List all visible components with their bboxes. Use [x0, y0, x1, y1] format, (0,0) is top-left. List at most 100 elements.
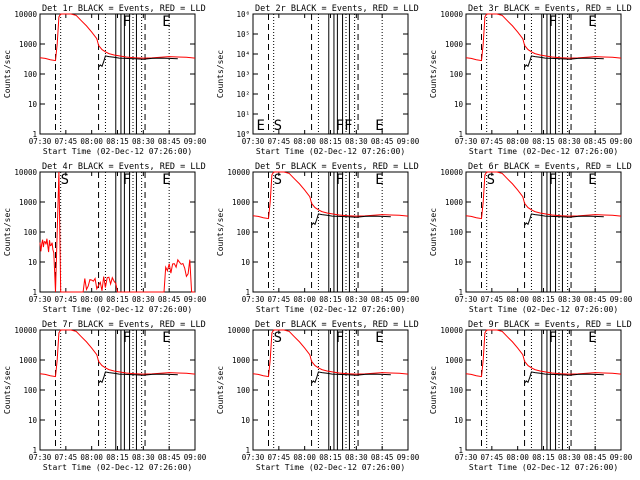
- event-marker: E: [588, 330, 596, 346]
- panel-title: Det 8r BLACK = Events, RED = LLD: [255, 320, 419, 330]
- x-tick-label: 08:45: [584, 453, 607, 462]
- plot-frame: [39, 171, 196, 293]
- series-events-line: [98, 55, 178, 68]
- x-tick-label: 08:30: [345, 137, 368, 146]
- event-marker: F: [336, 330, 344, 346]
- y-axis-label: Counts/sec: [429, 366, 438, 414]
- event-marker: F: [549, 330, 557, 346]
- panel-title: Det 5r BLACK = Events, RED = LLD: [255, 162, 419, 172]
- y-tick-label: 10: [454, 100, 464, 109]
- x-tick-label: 08:45: [158, 137, 181, 146]
- event-marker: E: [162, 172, 170, 188]
- y-tick-label: 1000: [19, 40, 38, 49]
- panel-2: Det 2r BLACK = Events, RED = LLD Counts/s…: [216, 4, 420, 156]
- series-lld-line: [252, 329, 409, 378]
- event-marker: E: [588, 172, 596, 188]
- y-tick-label: 1: [245, 288, 250, 297]
- x-tick-label: 08:00: [293, 137, 316, 146]
- x-tick-label: 08:00: [506, 453, 529, 462]
- series-events-line: [311, 371, 391, 384]
- y-tick-label: 10: [28, 416, 38, 425]
- panel-title: Det 6r BLACK = Events, RED = LLD: [468, 162, 632, 172]
- x-tick-label: 07:30: [455, 137, 478, 146]
- series-lld-line: [465, 329, 622, 378]
- x-tick-label: 08:45: [371, 453, 394, 462]
- plot-frame: [39, 13, 196, 135]
- x-tick-label: 07:45: [481, 137, 504, 146]
- plot-frame: [465, 171, 622, 293]
- panel-title: Det 2r BLACK = Events, RED = LLD: [255, 4, 419, 14]
- x-tick-label: 08:15: [319, 453, 342, 462]
- y-tick-label: 10: [28, 100, 38, 109]
- y-tick-label: 1: [32, 130, 37, 139]
- y-tick-label: 10000: [14, 10, 37, 19]
- plot-frame: [252, 329, 409, 451]
- x-tick-label: 08:15: [106, 453, 129, 462]
- y-axis-label: Counts/sec: [216, 366, 225, 414]
- event-marker: E: [162, 330, 170, 346]
- panel-4: Det 4r BLACK = Events, RED = LLD Counts/s…: [3, 162, 207, 314]
- plot-frame: [465, 329, 622, 451]
- event-marker: E: [375, 172, 383, 188]
- panel-7: Det 7r BLACK = Events, RED = LLD Counts/s…: [3, 320, 207, 472]
- x-tick-label: 08:30: [558, 137, 581, 146]
- x-axis-label: Start Time (02-Dec-12 07:26:00): [469, 305, 618, 314]
- event-marker: E: [256, 118, 264, 134]
- y-tick-label: 100: [23, 386, 37, 395]
- x-tick-label: 08:45: [584, 295, 607, 304]
- x-axis-label: Start Time (02-Dec-12 07:26:00): [43, 463, 192, 472]
- y-tick-label: 100: [23, 70, 37, 79]
- x-tick-label: 08:00: [293, 453, 316, 462]
- x-tick-label: 07:45: [268, 453, 291, 462]
- event-marker: F: [123, 172, 131, 188]
- x-tick-label: 09:00: [184, 453, 207, 462]
- panel-title: Det 3r BLACK = Events, RED = LLD: [468, 4, 632, 14]
- panel-title: Det 7r BLACK = Events, RED = LLD: [42, 320, 206, 330]
- x-tick-label: 07:45: [481, 453, 504, 462]
- x-tick-label: 08:45: [371, 295, 394, 304]
- x-tick-label: 07:30: [29, 453, 52, 462]
- x-tick-label: 08:30: [345, 453, 368, 462]
- x-tick-label: 07:30: [242, 295, 265, 304]
- y-tick-label: 1000: [445, 40, 464, 49]
- series-lld-line: [39, 171, 195, 293]
- x-tick-label: 09:00: [610, 453, 633, 462]
- panel-title: Det 9r BLACK = Events, RED = LLD: [468, 320, 632, 330]
- x-tick-label: 08:30: [558, 453, 581, 462]
- y-tick-label: 10000: [14, 168, 37, 177]
- event-marker: FF: [336, 118, 353, 134]
- plot-frame: [465, 13, 622, 135]
- series-lld-line: [39, 13, 196, 62]
- plot-frame: [252, 171, 409, 293]
- series-events-line: [311, 213, 391, 226]
- event-marker: S: [487, 172, 495, 188]
- x-tick-label: 08:45: [158, 295, 181, 304]
- y-tick-label: 1: [458, 288, 463, 297]
- x-axis-label: Start Time (02-Dec-12 07:26:00): [43, 305, 192, 314]
- y-tick-label: 1: [245, 446, 250, 455]
- x-tick-label: 08:30: [132, 137, 155, 146]
- y-tick-label: 10000: [440, 168, 463, 177]
- y-tick-label: 10: [28, 258, 38, 267]
- panel-3: Det 3r BLACK = Events, RED = LLD Counts/s…: [429, 4, 633, 156]
- plot-frame: [252, 13, 409, 135]
- series-lld-line: [39, 329, 196, 378]
- y-tick-label: 10²: [236, 90, 250, 99]
- x-tick-label: 08:15: [532, 137, 555, 146]
- x-tick-label: 08:15: [319, 137, 342, 146]
- event-marker: F: [123, 330, 131, 346]
- x-tick-label: 09:00: [397, 453, 420, 462]
- x-tick-label: 08:00: [80, 137, 103, 146]
- x-tick-label: 07:30: [29, 137, 52, 146]
- y-axis-label: Counts/sec: [216, 208, 225, 256]
- series-events-line: [524, 55, 604, 68]
- y-tick-label: 10: [241, 258, 251, 267]
- event-marker: S: [274, 330, 282, 346]
- x-tick-label: 08:15: [106, 137, 129, 146]
- series-events-line: [524, 371, 604, 384]
- y-tick-label: 1: [458, 446, 463, 455]
- event-marker: E: [588, 14, 596, 30]
- x-tick-label: 07:45: [55, 295, 78, 304]
- y-tick-label: 100: [449, 386, 463, 395]
- x-tick-label: 08:30: [345, 295, 368, 304]
